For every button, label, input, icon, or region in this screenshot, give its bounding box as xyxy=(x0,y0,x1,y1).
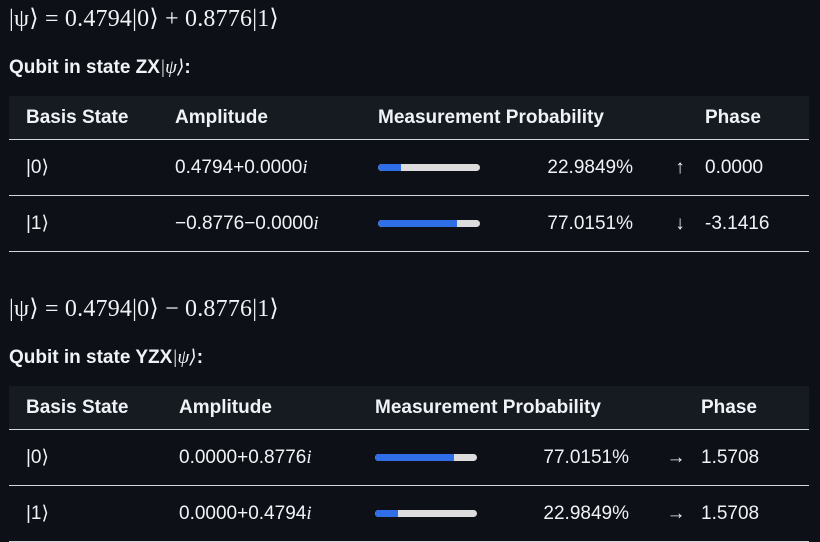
probability-bar-cell xyxy=(375,429,495,486)
probability-bar xyxy=(375,454,477,461)
probability-percent: 77.0151% xyxy=(495,429,651,486)
phase-arrow-icon: → xyxy=(651,429,701,486)
state-caption-2-ket: |ψ⟩ xyxy=(172,347,197,368)
state-caption-1-ket: |ψ⟩ xyxy=(159,57,185,78)
probability-bar xyxy=(375,510,477,517)
header-amplitude: Amplitude xyxy=(175,96,378,140)
amplitude-cell: 0.4794+0.0000i xyxy=(175,139,378,196)
phase-value: 1.5708 xyxy=(701,485,809,542)
state-caption-1: Qubit in state ZX|ψ⟩: xyxy=(9,56,191,79)
probability-bar-fill xyxy=(378,164,402,171)
header-measurement-probability: Measurement Probability xyxy=(378,96,705,140)
probability-percent: 22.9849% xyxy=(498,139,655,196)
probability-bar-cell xyxy=(378,139,498,196)
state-caption-2-prefix: Qubit in state YZX xyxy=(9,347,173,368)
header-basis-state: Basis State xyxy=(9,96,175,140)
probability-bar-cell xyxy=(375,485,495,542)
phase-arrow-icon: → xyxy=(651,485,701,542)
state-caption-1-suffix: : xyxy=(184,57,191,78)
probability-bar-cell xyxy=(378,195,498,252)
amplitude-value: 0.0000+0.4794 xyxy=(179,502,307,524)
amplitude-table-2: Basis State Amplitude Measurement Probab… xyxy=(9,386,809,542)
table-row: |1⟩ −0.8776−0.0000i 77.0151% ↓ -3.1416 xyxy=(9,195,809,252)
phase-value: 0.0000 xyxy=(705,139,809,196)
table-row: |0⟩ 0.4794+0.0000i 22.9849% ↑ 0.0000 xyxy=(9,139,809,196)
amplitude-cell: −0.8776−0.0000i xyxy=(175,195,378,252)
amplitude-cell: 0.0000+0.8776i xyxy=(179,429,375,486)
phase-value: -3.1416 xyxy=(705,195,809,252)
table-row: |0⟩ 0.0000+0.8776i 77.0151% → 1.5708 xyxy=(9,429,809,486)
phase-arrow-icon: ↑ xyxy=(655,139,705,196)
amplitude-value: 0.4794+0.0000 xyxy=(175,156,303,178)
header-phase: Phase xyxy=(705,96,809,140)
probability-bar xyxy=(378,164,480,171)
probability-bar-fill xyxy=(375,510,399,517)
probability-percent: 22.9849% xyxy=(495,485,651,542)
imaginary-unit: i xyxy=(302,156,308,178)
header-amplitude: Amplitude xyxy=(179,386,375,430)
state-equation-2: |ψ⟩ = 0.4794|0⟩ − 0.8776|1⟩ xyxy=(9,296,279,322)
state-equation-1: |ψ⟩ = 0.4794|0⟩ + 0.8776|1⟩ xyxy=(9,6,279,32)
probability-percent: 77.0151% xyxy=(498,195,655,252)
table-header-row: Basis State Amplitude Measurement Probab… xyxy=(9,386,809,430)
amplitude-value: 0.0000+0.8776 xyxy=(179,446,307,468)
imaginary-unit: i xyxy=(306,446,312,468)
state-caption-2: Qubit in state YZX|ψ⟩: xyxy=(9,346,203,369)
probability-bar-fill xyxy=(375,454,454,461)
basis-state-cell: |1⟩ xyxy=(9,195,175,252)
table-row: |1⟩ 0.0000+0.4794i 22.9849% → 1.5708 xyxy=(9,485,809,542)
imaginary-unit: i xyxy=(306,502,312,524)
amplitude-cell: 0.0000+0.4794i xyxy=(179,485,375,542)
state-caption-2-suffix: : xyxy=(196,347,204,368)
phase-arrow-icon: ↓ xyxy=(655,195,705,252)
header-basis-state: Basis State xyxy=(9,386,179,430)
header-measurement-probability: Measurement Probability xyxy=(375,386,701,430)
state-caption-1-prefix: Qubit in state ZX xyxy=(9,57,160,78)
header-phase: Phase xyxy=(701,386,809,430)
phase-value: 1.5708 xyxy=(701,429,809,486)
probability-bar-fill xyxy=(378,220,457,227)
basis-state-cell: |0⟩ xyxy=(9,429,179,486)
table-header-row: Basis State Amplitude Measurement Probab… xyxy=(9,96,809,140)
imaginary-unit: i xyxy=(313,212,319,234)
basis-state-cell: |1⟩ xyxy=(9,485,179,542)
probability-bar xyxy=(378,220,480,227)
amplitude-table-1: Basis State Amplitude Measurement Probab… xyxy=(9,96,809,252)
basis-state-cell: |0⟩ xyxy=(9,139,175,196)
amplitude-value: −0.8776−0.0000 xyxy=(175,212,314,234)
